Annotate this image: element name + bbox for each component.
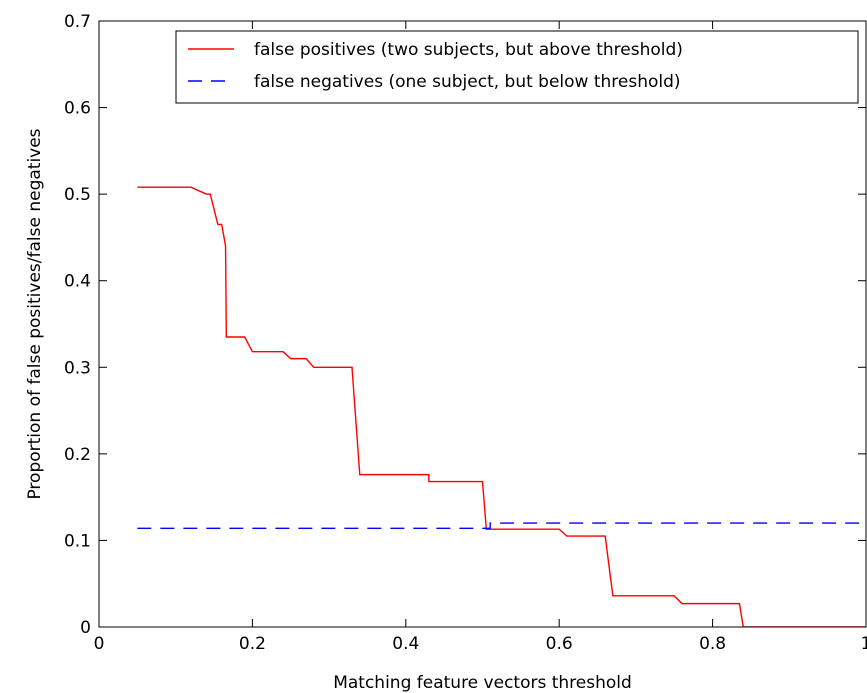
legend-label-2: false negatives (one subject, but below … [254, 72, 681, 92]
series-line-1 [137, 186, 866, 627]
y-tick-label: 0.1 [64, 531, 91, 551]
legend: false positives (two subjects, but above… [175, 30, 859, 104]
y-tick-label: 0 [80, 618, 91, 638]
y-axis-label: Proportion of false positives/false nega… [25, 128, 45, 499]
legend-box [175, 30, 859, 104]
x-tick-label: 0.6 [546, 634, 573, 654]
axes-box [98, 20, 867, 628]
y-tick-label: 0.2 [64, 445, 91, 465]
x-tick-label: 0.2 [239, 634, 266, 654]
plot-area [137, 186, 866, 627]
x-tick-label: 0 [94, 634, 105, 654]
x-axis-label: Matching feature vectors threshold [333, 673, 632, 693]
y-tick-label: 0.5 [64, 185, 91, 205]
y-tick-label: 0.7 [64, 12, 91, 32]
y-tick-label: 0.6 [64, 99, 91, 119]
y-tick-label: 0.3 [64, 358, 91, 378]
y-tick-label: 0.4 [64, 272, 91, 292]
series-line-2 [137, 522, 866, 530]
axes: 0 0.2 0.4 0.6 0.8 1 0 0.1 0.2 0.3 0.4 0.5 0.6 0.7 Matc… [25, 12, 867, 693]
x-tick-label: 0.4 [392, 634, 419, 654]
x-tick-label: 1 [861, 634, 867, 654]
x-tick-label: 0.8 [699, 634, 726, 654]
legend-label-1: false positives (two subjects, but above… [254, 40, 683, 60]
